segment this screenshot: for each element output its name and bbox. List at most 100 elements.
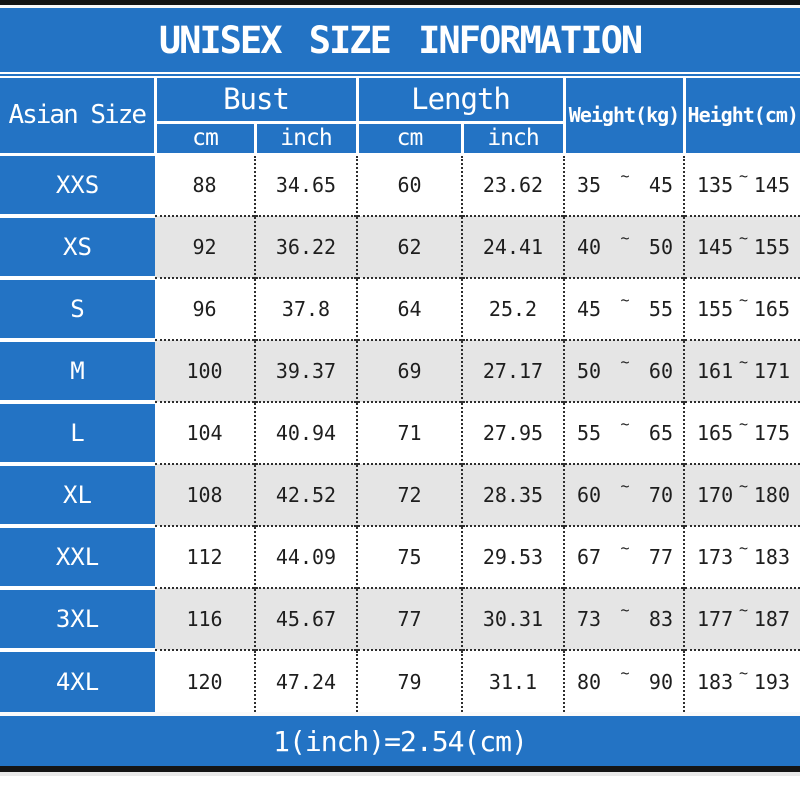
size-label: XS: [0, 214, 155, 278]
table-row: L 104 40.94 71 27.95 55 ~ 65 165 ~ 175: [0, 400, 800, 464]
height-min-value: 170: [697, 483, 734, 507]
table-row: 3XL 116 45.67 77 30.31 73 ~ 83 177 ~ 187: [0, 586, 800, 650]
height-max-value: 171: [753, 359, 791, 383]
height-min-value: 173: [697, 545, 734, 569]
height-range: 161 ~ 171: [685, 353, 800, 383]
tilde-symbol: ~: [620, 415, 630, 433]
length-inch-value: 31.1: [460, 649, 565, 712]
height-max-value: 165: [753, 297, 791, 321]
tilde-symbol: ~: [620, 663, 630, 682]
height-header: Height(cm): [682, 78, 800, 156]
height-range-cell: 177 ~ 187: [683, 587, 800, 650]
height-max-value: 193: [753, 669, 791, 694]
weight-min-value: 35: [577, 173, 602, 198]
weight-range-cell: 40 ~ 50: [563, 215, 685, 278]
height-min-value: 155: [697, 297, 734, 321]
length-cm-value: 79: [356, 649, 462, 712]
height-range-cell: 170 ~ 180: [683, 463, 800, 526]
asian-size-header: Asian Size: [0, 78, 157, 156]
size-table: Asian Size Bust Length Weight(kg) Height…: [0, 78, 800, 712]
weight-max-value: 65: [648, 421, 674, 445]
weight-range-cell: 73 ~ 83: [563, 587, 685, 650]
tilde-symbol: ~: [739, 291, 749, 309]
length-cm-value: 60: [356, 154, 462, 216]
size-label: 3XL: [0, 586, 155, 650]
weight-range: 40 ~ 50: [565, 229, 683, 259]
length-cm-value: 62: [356, 215, 462, 278]
length-cm-value: 75: [356, 525, 462, 588]
length-inch-value: 28.35: [460, 463, 565, 526]
weight-min-value: 80: [577, 669, 602, 694]
length-inch-header: inch: [460, 122, 565, 156]
bust-cm-value: 116: [155, 587, 255, 650]
height-max-value: 183: [753, 545, 791, 569]
length-cm-header: cm: [355, 122, 464, 156]
bust-inch-value: 37.8: [254, 277, 357, 340]
weight-min-value: 40: [577, 235, 602, 259]
height-range-cell: 161 ~ 171: [683, 339, 800, 402]
bust-cm-value: 108: [155, 463, 255, 526]
length-cm-value: 72: [356, 463, 462, 526]
height-min-value: 177: [697, 607, 734, 631]
weight-min-value: 45: [577, 297, 602, 321]
bust-inch-value: 42.52: [254, 463, 357, 526]
length-inch-value: 23.62: [460, 154, 565, 216]
weight-range: 35 ~ 45: [565, 167, 683, 198]
bust-inch-value: 40.94: [254, 401, 357, 464]
height-min-value: 135: [697, 173, 734, 198]
table-row: 4XL 120 47.24 79 31.1 80 ~ 90 183 ~ 193: [0, 648, 800, 712]
height-range: 135 ~ 145: [685, 167, 800, 198]
weight-max-value: 45: [648, 173, 674, 198]
height-max-value: 155: [753, 235, 791, 259]
tilde-symbol: ~: [620, 291, 630, 309]
bust-cm-value: 92: [155, 215, 255, 278]
weight-max-value: 70: [648, 483, 674, 507]
bust-cm-value: 104: [155, 401, 255, 464]
size-label: S: [0, 276, 155, 340]
size-label: L: [0, 400, 155, 464]
height-max-value: 175: [753, 421, 791, 445]
weight-range: 80 ~ 90: [565, 664, 683, 694]
weight-max-value: 90: [648, 669, 674, 694]
weight-range: 73 ~ 83: [565, 601, 683, 631]
bust-inch-value: 47.24: [254, 649, 357, 712]
bottom-frame-strip: [0, 772, 800, 776]
height-range-cell: 173 ~ 183: [683, 525, 800, 588]
weight-header: Weight(kg): [562, 78, 686, 156]
height-range: 145 ~ 155: [685, 229, 800, 259]
bust-cm-header: cm: [155, 122, 257, 156]
height-min-value: 145: [697, 235, 734, 259]
length-header: Length: [355, 78, 566, 124]
weight-range-cell: 50 ~ 60: [563, 339, 685, 402]
length-cm-value: 69: [356, 339, 462, 402]
weight-min-value: 50: [577, 359, 602, 383]
weight-max-value: 77: [648, 545, 674, 569]
size-label: M: [0, 338, 155, 402]
length-inch-value: 24.41: [460, 215, 565, 278]
length-inch-value: 27.17: [460, 339, 565, 402]
weight-range-cell: 55 ~ 65: [563, 401, 685, 464]
weight-range: 60 ~ 70: [565, 477, 683, 507]
weight-min-value: 60: [577, 483, 602, 507]
height-min-value: 161: [697, 359, 734, 383]
height-range-cell: 145 ~ 155: [683, 215, 800, 278]
tilde-symbol: ~: [620, 539, 630, 557]
tilde-symbol: ~: [739, 415, 749, 433]
weight-range-cell: 80 ~ 90: [563, 649, 685, 712]
title-band: UNISEX SIZE INFORMATION: [0, 8, 800, 78]
height-range: 155 ~ 165: [685, 291, 800, 321]
weight-max-value: 55: [648, 297, 674, 321]
length-inch-value: 30.31: [460, 587, 565, 650]
top-frame-bar: [0, 0, 800, 5]
height-min-value: 183: [697, 669, 734, 694]
bust-cm-value: 96: [155, 277, 255, 340]
height-range-cell: 135 ~ 145: [683, 154, 800, 216]
height-range-cell: 183 ~ 193: [683, 649, 800, 712]
weight-max-value: 60: [648, 359, 674, 383]
tilde-symbol: ~: [620, 477, 630, 495]
footer-gap: [0, 712, 800, 716]
tilde-symbol: ~: [739, 539, 749, 557]
table-row: XXS 88 34.65 60 23.62 35 ~ 45 135 ~ 145: [0, 154, 800, 216]
tilde-symbol: ~: [739, 167, 749, 186]
